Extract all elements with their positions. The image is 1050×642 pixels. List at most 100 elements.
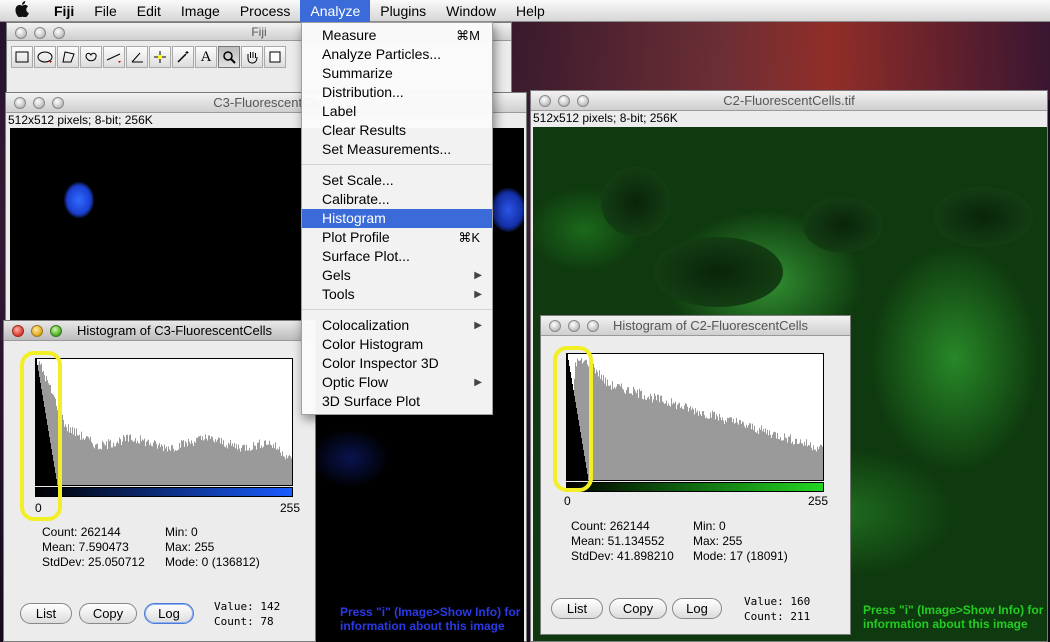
menu-item-gels[interactable]: Gels ▶	[302, 266, 492, 285]
histogram-bar	[642, 398, 643, 480]
hand-tool-icon[interactable]	[241, 46, 263, 68]
apple-menu-icon[interactable]	[0, 1, 44, 20]
zoom-button[interactable]	[53, 27, 65, 39]
magnifier-tool-icon[interactable]	[218, 46, 240, 68]
angle-tool-icon[interactable]	[126, 46, 148, 68]
menu-item-calibrate[interactable]: Calibrate...	[302, 190, 492, 209]
menu-item-histogram[interactable]: Histogram	[302, 209, 492, 228]
menu-item-label[interactable]: Label	[302, 102, 492, 121]
histogram-bar	[125, 440, 126, 485]
dropper-tool-icon[interactable]	[264, 46, 286, 68]
histogram-bar	[747, 427, 748, 480]
zoom-button[interactable]	[52, 97, 64, 109]
menu-item-measure[interactable]: Measure ⌘M	[302, 26, 492, 45]
histogram-bar	[210, 438, 211, 485]
histogram-bar	[194, 441, 195, 485]
minimize-button[interactable]	[568, 320, 580, 332]
histogram-c3-lut	[35, 487, 293, 497]
histogram-bar	[593, 363, 594, 480]
histogram-bar	[237, 449, 238, 485]
histogram-c2-readout: Value: 160 Count: 211	[744, 594, 810, 624]
list-button[interactable]: List	[20, 603, 72, 624]
text-tool-icon[interactable]: A	[195, 46, 217, 68]
menu-item-summarize[interactable]: Summarize	[302, 64, 492, 83]
polygon-tool-icon[interactable]	[57, 46, 79, 68]
histogram-bar	[764, 432, 765, 480]
menu-item-clear-results[interactable]: Clear Results	[302, 121, 492, 140]
close-button[interactable]	[549, 320, 561, 332]
minimize-button[interactable]	[31, 325, 43, 337]
histogram-bar	[698, 415, 699, 480]
histogram-bar	[661, 395, 662, 480]
zoom-button[interactable]	[577, 95, 589, 107]
menu-analyze[interactable]: Analyze	[300, 0, 371, 22]
menu-item-color-histogram[interactable]: Color Histogram	[302, 335, 492, 354]
log-button[interactable]: Log	[672, 598, 722, 619]
yellow-annotation	[553, 346, 593, 492]
menu-item-plot-profile[interactable]: Plot Profile ⌘K	[302, 228, 492, 247]
minimize-button[interactable]	[558, 95, 570, 107]
copy-button[interactable]: Copy	[79, 603, 137, 624]
histogram-bar	[145, 446, 146, 485]
menu-item-analyze-particles[interactable]: Analyze Particles...	[302, 45, 492, 64]
histogram-bar	[221, 438, 222, 485]
menu-item-distribution[interactable]: Distribution...	[302, 83, 492, 102]
list-button[interactable]: List	[551, 598, 603, 619]
close-button[interactable]	[14, 97, 26, 109]
histogram-bar	[124, 436, 125, 485]
histogram-bar	[116, 443, 117, 485]
menu-process[interactable]: Process	[239, 2, 291, 19]
point-tool-icon[interactable]	[149, 46, 171, 68]
menu-help[interactable]: Help	[515, 2, 545, 19]
minimize-button[interactable]	[33, 97, 45, 109]
wand-tool-icon[interactable]	[172, 46, 194, 68]
oval-tool-icon[interactable]	[34, 46, 56, 68]
freehand-tool-icon[interactable]	[80, 46, 102, 68]
menu-item-colocalization[interactable]: Colocalization ▶	[302, 316, 492, 335]
menu-window[interactable]: Window	[446, 2, 496, 19]
menu-item-label: 3D Surface Plot	[322, 393, 421, 409]
histogram-bar	[236, 444, 237, 485]
zoom-button[interactable]	[587, 320, 599, 332]
rectangle-tool-icon[interactable]	[11, 46, 33, 68]
histogram-bar	[732, 422, 733, 480]
histogram-bar	[640, 391, 641, 480]
histogram-bar	[163, 451, 164, 485]
log-button[interactable]: Log	[144, 603, 194, 624]
histogram-bar	[623, 389, 624, 480]
menu-item-surface-plot[interactable]: Surface Plot...	[302, 247, 492, 266]
histogram-bar	[614, 387, 615, 480]
histogram-bar	[73, 434, 74, 485]
histogram-bar	[720, 417, 721, 480]
menu-image[interactable]: Image	[180, 2, 220, 19]
menu-item-set-measurements[interactable]: Set Measurements...	[302, 140, 492, 159]
menu-item-3d-surface-plot[interactable]: 3D Surface Plot	[302, 392, 492, 411]
histogram-c2-titlebar[interactable]: Histogram of C2-FluorescentCells	[541, 316, 850, 336]
close-button[interactable]	[539, 95, 551, 107]
stat-mode: Mode: 17 (18091)	[693, 549, 788, 563]
copy-button[interactable]: Copy	[609, 598, 667, 619]
close-button[interactable]	[12, 325, 24, 337]
menu-edit[interactable]: Edit	[136, 2, 161, 19]
histogram-bar	[759, 428, 760, 480]
menu-item-tools[interactable]: Tools ▶	[302, 285, 492, 304]
histogram-bar	[746, 424, 747, 480]
menu-plugins[interactable]: Plugins	[380, 2, 427, 19]
histogram-bar	[279, 446, 280, 485]
menu-file[interactable]: File	[94, 2, 117, 19]
histogram-c3-titlebar[interactable]: Histogram of C3-FluorescentCells	[4, 321, 315, 341]
minimize-button[interactable]	[34, 27, 46, 39]
histogram-bar	[175, 449, 176, 485]
menu-item-color-inspector-3d[interactable]: Color Inspector 3D	[302, 354, 492, 373]
c2-titlebar[interactable]: C2-FluorescentCells.tif	[531, 91, 1047, 111]
menu-item-optic-flow[interactable]: Optic Flow ▶	[302, 373, 492, 392]
histogram-bar	[744, 426, 745, 480]
zoom-button[interactable]	[50, 325, 62, 337]
histogram-bar	[101, 449, 102, 485]
close-button[interactable]	[15, 27, 27, 39]
histogram-linear-bar	[581, 438, 582, 480]
line-tool-icon[interactable]	[103, 46, 125, 68]
histogram-bar	[714, 411, 715, 480]
menu-fiji[interactable]: Fiji	[54, 2, 75, 19]
menu-item-set-scale[interactable]: Set Scale...	[302, 171, 492, 190]
